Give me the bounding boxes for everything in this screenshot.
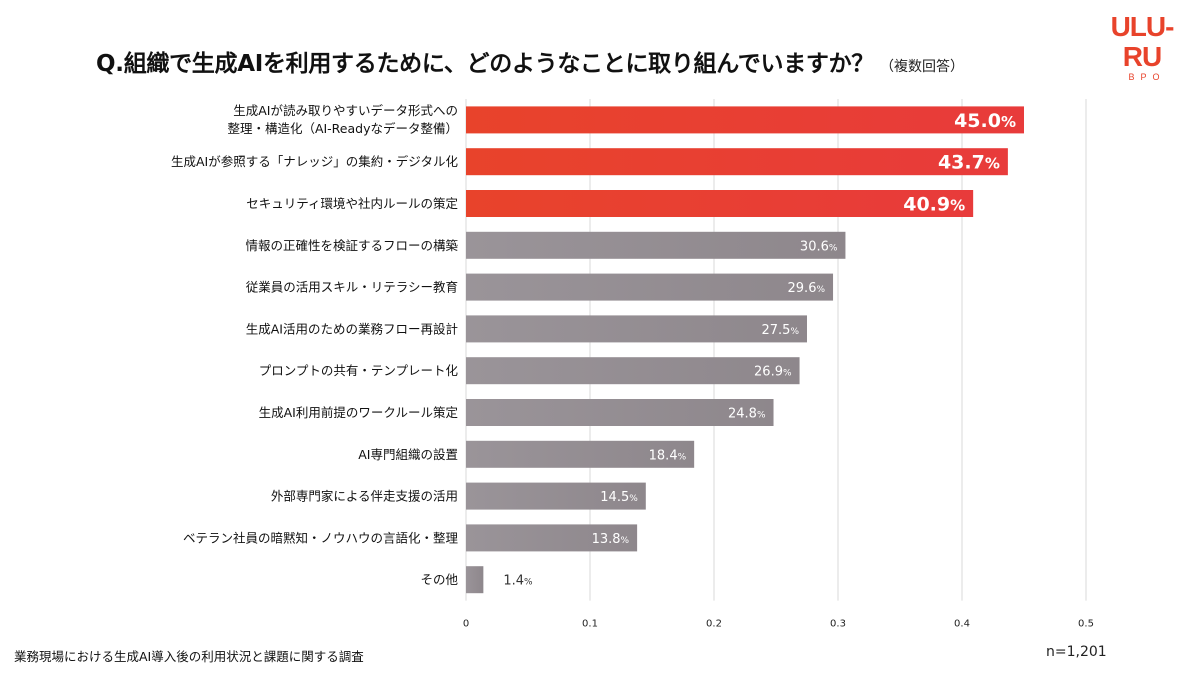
data-label-percent: % [621,536,630,546]
bar [466,399,774,426]
category-label-line: AI専門組織の設置 [358,447,458,462]
category-label: AI専門組織の設置 [358,447,458,462]
bar [466,566,484,594]
multiple-answer-note: （複数回答） [880,59,965,75]
data-label-percent: % [985,155,1000,173]
category-label: 生成AI活用のための業務フロー再設計 [246,321,458,336]
bar [466,357,800,385]
data-label-number: 29.6 [788,281,817,296]
bar [466,148,1008,176]
x-axis-ticks: 0 0.1 0.2 0.3 0.4 0.5 [463,619,1094,630]
x-tick-label: 0.1 [582,619,598,630]
chart-title: Q.組織で生成AIを利用するために、どのようなことに取り組んでいますか？ （複数回… [96,44,1106,78]
data-label-percent: % [629,494,638,504]
data-label-number: 30.6 [800,239,829,254]
category-label-line: ベテラン社員の暗黙知・ノウハウの言語化・整理 [183,530,459,545]
logo-text: ULU-RU [1110,11,1175,72]
data-label-number: 14.5 [600,490,629,505]
data-label-number: 13.8 [592,532,621,547]
category-label-line: プロンプトの共有・テンプレート化 [259,363,459,378]
question-text: Q.組織で生成AIを利用するために、どのようなことに取り組んでいますか？ [96,51,875,77]
survey-source: 業務現場における生成AI導入後の利用状況と課題に関する調査 [14,649,364,664]
data-label-percent: % [678,452,687,462]
data-label-number: 43.7 [938,152,985,174]
data-label-percent: % [829,243,838,253]
data-label: 40.9% [903,194,965,216]
data-label: 24.8% [728,407,766,422]
category-label: 外部専門家による伴走支援の活用 [271,489,458,504]
bars [466,106,1024,594]
category-label: 従業員の活用スキル・リテラシー教育 [246,280,458,295]
x-tick-label: 0.3 [830,619,846,630]
data-label: 43.7% [938,152,1000,174]
bar [466,273,834,301]
data-label: 13.8% [592,532,630,547]
data-label-number: 27.5 [761,323,790,338]
data-label-number: 24.8 [728,407,757,422]
bar [466,482,646,510]
data-label: 27.5% [761,323,799,338]
category-labels: 生成AIが読み取りやすいデータ形式への整理・構造化（AI-Readyなデータ整備… [171,103,458,587]
bar [466,106,1024,134]
category-label-line: 生成AIが読み取りやすいデータ形式への [233,103,458,118]
data-label-number: 45.0 [954,110,1001,132]
data-label-number: 40.9 [903,194,950,216]
category-label: その他 [420,572,458,587]
category-label-line: 生成AIが参照する「ナレッジ」の集約・デジタル化 [171,154,458,169]
category-label: 生成AI利用前提のワークルール策定 [259,405,458,420]
brand-logo: ULU-RU BPO [1092,12,1192,83]
category-label-line: 整理・構造化（AI-Readyなデータ整備） [227,121,458,136]
category-label-line: 生成AI利用前提のワークルール策定 [259,405,458,420]
logo-subtext: BPO [1128,72,1166,82]
data-label: 30.6% [800,239,838,254]
data-label-percent: % [1001,113,1016,131]
category-label-line: 情報の正確性を検証するフローの構築 [245,238,458,253]
category-label-line: 生成AI活用のための業務フロー再設計 [246,321,458,336]
bar [466,190,974,217]
value-labels: 45.0%43.7%40.9%30.6%29.6%27.5%26.9%24.8%… [503,110,1016,589]
category-label-line: セキュリティ環境や社内ルールの策定 [246,196,458,211]
x-tick-label: 0.5 [1078,619,1094,630]
x-tick-label: 0.4 [954,619,970,630]
category-label-line: 外部専門家による伴走支援の活用 [271,489,458,504]
category-label: 生成AIが読み取りやすいデータ形式への整理・構造化（AI-Readyなデータ整備… [227,103,458,136]
bar [466,315,807,343]
category-label: セキュリティ環境や社内ルールの策定 [246,196,458,211]
x-tick-label: 0.2 [706,619,722,630]
category-label: ベテラン社員の暗黙知・ノウハウの言語化・整理 [183,530,459,545]
data-label-percent: % [790,327,799,337]
data-label-percent: % [783,369,792,379]
bar [466,231,846,259]
data-label: 1.4% [503,574,533,589]
category-label-line: 従業員の活用スキル・リテラシー教育 [246,280,458,295]
data-label: 18.4% [649,448,687,463]
data-label-percent: % [816,285,825,295]
category-label-line: その他 [420,572,458,587]
data-label-number: 18.4 [649,448,678,463]
data-label: 29.6% [788,281,826,296]
data-label: 45.0% [954,110,1016,132]
data-label-percent: % [950,197,965,215]
category-label: プロンプトの共有・テンプレート化 [259,363,459,378]
bar [466,440,695,468]
data-label: 26.9% [754,365,792,380]
grid-lines [465,99,1087,601]
category-label: 情報の正確性を検証するフローの構築 [245,238,458,253]
bar [466,524,638,552]
data-label: 14.5% [600,490,638,505]
data-label-number: 1.4 [503,574,524,589]
data-label-percent: % [757,411,766,421]
sample-size: n=1,201 [1046,644,1107,660]
data-label-percent: % [524,578,533,588]
category-label: 生成AIが参照する「ナレッジ」の集約・デジタル化 [171,154,458,169]
x-tick-label: 0 [463,619,469,630]
data-label-number: 26.9 [754,365,783,380]
